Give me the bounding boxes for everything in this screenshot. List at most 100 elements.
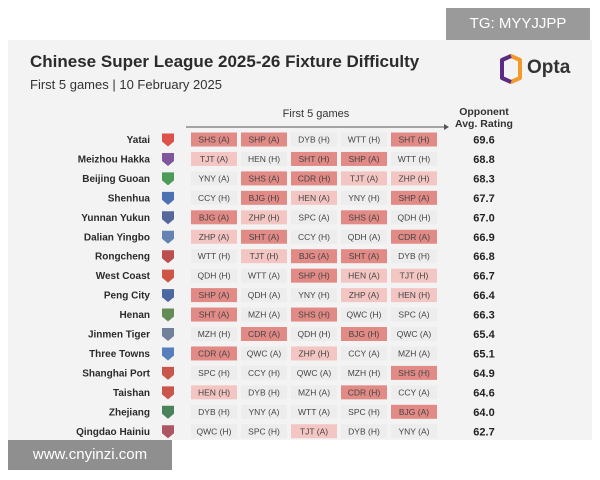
fixture-cell — [191, 210, 237, 225]
fixture-label: BJG (H) — [249, 193, 280, 203]
fixture-label: QDH (A) — [248, 290, 281, 300]
fixture-cell — [241, 346, 287, 361]
fixture-label: QDH (A) — [348, 232, 381, 242]
fixture-label: SPC (A) — [398, 310, 429, 320]
team-name: Beijing Guoan — [82, 174, 150, 185]
fixture-cell — [291, 249, 337, 264]
fixture-cell — [241, 365, 287, 380]
fixture-label: SHS (A) — [198, 135, 229, 145]
fixture-cell — [391, 268, 437, 283]
fixture-label: SHP (A) — [198, 290, 229, 300]
fixture-cell — [241, 404, 287, 419]
fixture-cell — [291, 268, 337, 283]
fixture-cell — [391, 190, 437, 205]
fixture-cell — [391, 151, 437, 166]
fixture-label: HEN (H) — [398, 290, 430, 300]
opponent-rating: 66.8 — [473, 251, 494, 263]
fixture-label: ZHP (A) — [349, 290, 380, 300]
fixture-label: SPC (A) — [298, 212, 329, 222]
opponent-rating: 64.0 — [473, 407, 494, 419]
fixture-cell — [241, 151, 287, 166]
team-name: Qingdao Hainiu — [76, 427, 150, 438]
team-crest-icon — [162, 172, 174, 186]
fixture-label: SHS (H) — [398, 368, 430, 378]
fixture-cell — [291, 346, 337, 361]
team-crest-icon — [162, 133, 174, 147]
fixture-cell — [241, 327, 287, 341]
team-crest-icon — [162, 230, 174, 244]
fixture-cell — [241, 424, 287, 439]
fixture-label: SHT (A) — [199, 310, 230, 320]
chart-card: Chinese Super League 2025-26 Fixture Dif… — [8, 40, 592, 440]
fixture-label: SHP (A) — [248, 135, 279, 145]
fixture-cell — [191, 365, 237, 380]
fixture-label: DYB (H) — [398, 251, 430, 261]
fixture-cell — [191, 327, 237, 341]
fixture-cell — [191, 229, 237, 244]
fixture-label: SHT (A) — [349, 251, 380, 261]
team-crest-icon — [162, 152, 174, 166]
fixture-label: SHT (H) — [298, 154, 329, 164]
fixture-label: QWC (H) — [197, 426, 232, 436]
fixture-label: DYB (H) — [348, 426, 380, 436]
opponent-rating: 65.1 — [473, 348, 494, 360]
fixture-cell — [191, 404, 237, 419]
opponent-rating: 62.7 — [473, 426, 494, 438]
fixture-cell — [341, 268, 387, 283]
fixture-label: CCY (A) — [398, 387, 430, 397]
team-name: Shanghai Port — [82, 368, 150, 379]
fixture-label: QDH (H) — [297, 329, 330, 339]
fixture-label: MZH (H) — [348, 368, 381, 378]
fixture-cell — [341, 171, 387, 186]
fixture-cell — [191, 424, 237, 439]
fixture-label: BJG (A) — [299, 251, 329, 261]
fixture-label: BJG (H) — [349, 329, 380, 339]
team-name: Rongcheng — [95, 252, 150, 263]
fixture-cell — [341, 288, 387, 303]
team-name: Dalian Yingbo — [84, 232, 150, 243]
fixture-label: TJT (H) — [250, 251, 279, 261]
team-crest-icon — [162, 347, 174, 361]
watermark-top: TG: MYYJJPP — [446, 8, 590, 40]
fixture-label: HEN (A) — [298, 193, 330, 203]
team-crest-icon — [162, 211, 174, 225]
fixture-label: HEN (H) — [248, 154, 280, 164]
fixture-cell — [291, 171, 337, 186]
fixture-label: QWC (A) — [397, 329, 432, 339]
fixture-label: CDR (H) — [348, 387, 381, 397]
fixture-label: SHT (H) — [398, 135, 429, 145]
fixture-cell — [241, 190, 287, 205]
team-crest-icon — [162, 191, 174, 205]
fixture-label: SPC (H) — [248, 426, 280, 436]
fixture-cell — [341, 132, 387, 147]
team-crest-icon — [162, 289, 174, 303]
fixture-cell — [191, 385, 237, 400]
team-name: Yatai — [127, 135, 151, 146]
team-name: Meizhou Hakka — [78, 154, 151, 165]
fixture-label: MZH (A) — [248, 310, 280, 320]
fixture-label: CDR (A) — [398, 232, 430, 242]
fixture-cell — [291, 151, 337, 166]
opta-logo-text: Opta — [527, 57, 571, 78]
fixture-cell — [341, 249, 387, 264]
team-name: West Coast — [96, 271, 151, 282]
team-name: Zhejiang — [109, 407, 150, 418]
fixture-cell — [341, 229, 387, 244]
rating-header-line2: Avg. Rating — [455, 118, 513, 130]
team-crest-icon — [162, 405, 174, 419]
games-header: First 5 games — [283, 108, 350, 120]
fixture-label: YNY (A) — [248, 407, 279, 417]
fixture-cell — [291, 229, 337, 244]
fixture-cell — [191, 151, 237, 166]
opponent-rating: 66.3 — [473, 310, 494, 322]
fixture-label: ZHP (H) — [398, 173, 429, 183]
fixture-cell — [391, 307, 437, 322]
fixture-label: CDR (A) — [198, 348, 230, 358]
fixture-cell — [291, 210, 337, 225]
fixture-cell — [391, 327, 437, 341]
fixture-label: YNY (A) — [198, 173, 229, 183]
fixture-label: YNY (H) — [298, 290, 330, 300]
fixture-label: ZHP (A) — [199, 232, 230, 242]
fixture-label: WTT (H) — [198, 251, 231, 261]
